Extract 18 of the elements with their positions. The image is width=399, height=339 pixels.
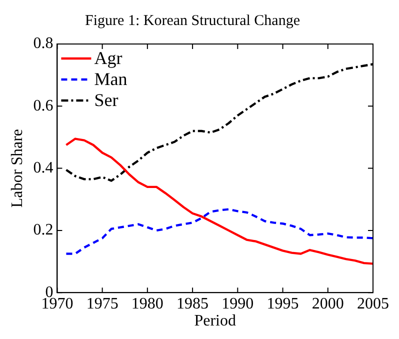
chart-title: Figure 1: Korean Structural Change [85, 12, 300, 29]
x-tick-label: 1980 [131, 295, 164, 312]
y-tick-label: 0.8 [33, 35, 54, 52]
x-tick-label: 1990 [222, 295, 254, 312]
y-tick-label: 0.6 [33, 97, 54, 114]
x-tick-label: 1975 [86, 295, 118, 312]
legend-label: Ser [94, 90, 118, 110]
x-tick-label: 2005 [357, 295, 389, 312]
legend-label: Man [94, 69, 128, 90]
y-tick-label: 0.4 [33, 160, 54, 177]
x-tick-label: 1985 [176, 295, 209, 312]
y-tick-label: 0.2 [33, 222, 54, 239]
x-tick-label: 1995 [266, 295, 299, 312]
x-tick-label: 2000 [312, 295, 344, 312]
legend-label: Agr [94, 48, 122, 68]
y-axis-title: Labor Share [8, 128, 26, 208]
line-series [65, 208, 373, 255]
x-axis-title: Period [194, 312, 236, 330]
